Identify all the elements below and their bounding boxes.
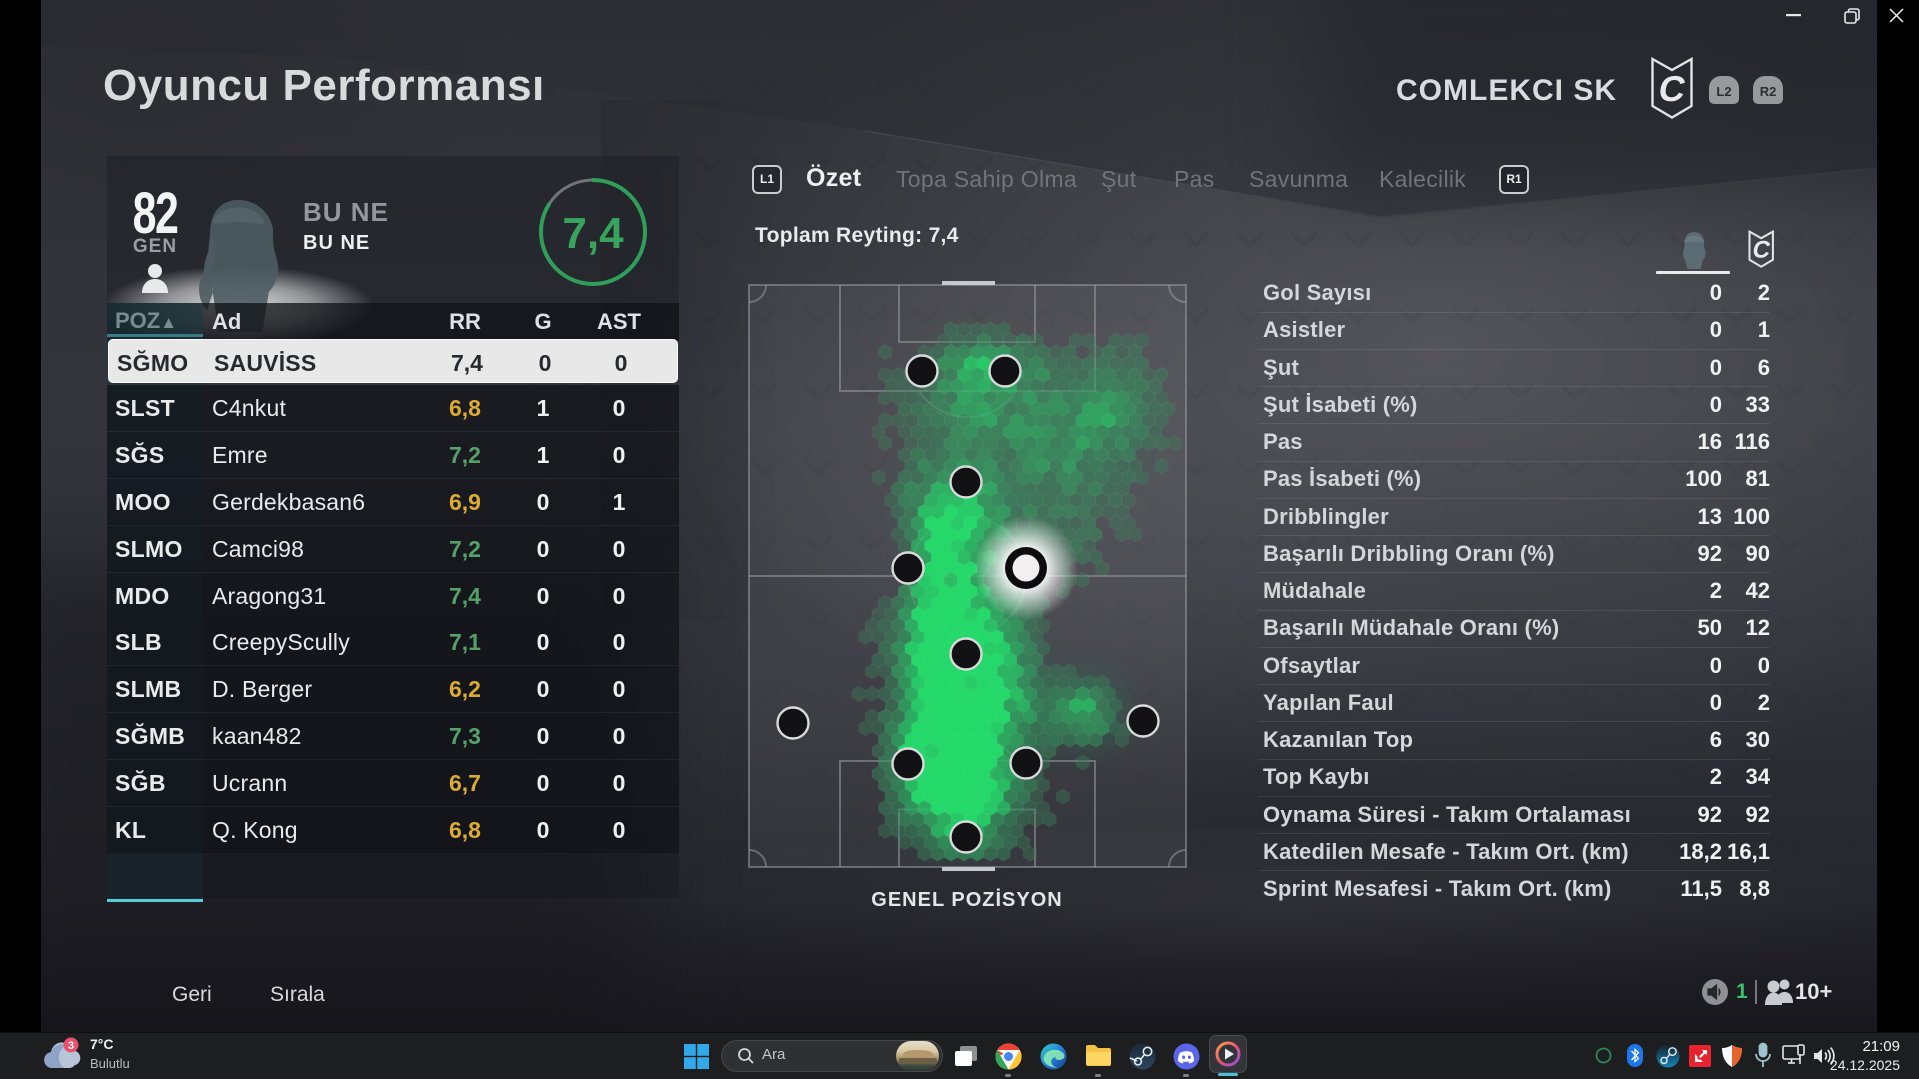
svg-text:C: C — [1750, 237, 1772, 264]
svg-text:3: 3 — [68, 1040, 74, 1052]
svg-text:C: C — [1656, 68, 1689, 109]
svg-text:7,4: 7,4 — [562, 209, 624, 258]
